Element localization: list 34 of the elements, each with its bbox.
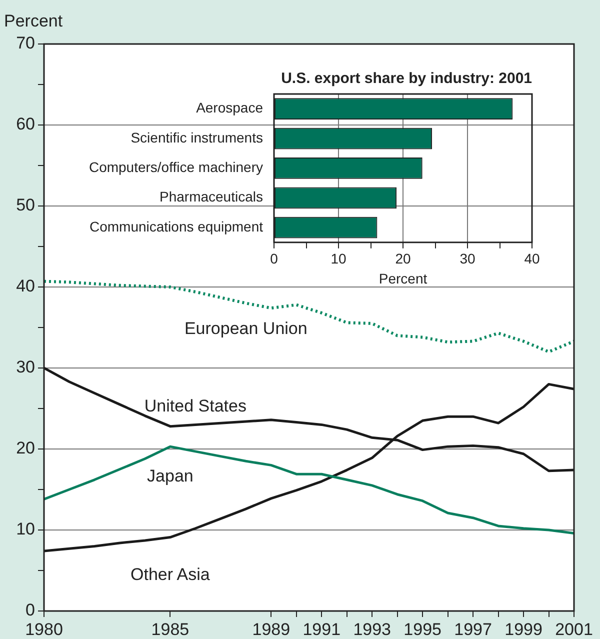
x-tick-label: 2001 [555, 620, 593, 639]
x-tick-label: 20 [395, 250, 411, 267]
y-tick-label: 70 [16, 34, 35, 53]
y-tick-label: 40 [16, 276, 35, 296]
x-tick-label: 40 [524, 250, 540, 267]
y-tick-label: Communications equipment [89, 218, 264, 234]
y-tick-label: Aerospace [196, 100, 264, 116]
y-tick-label: 0 [26, 600, 35, 620]
series-label: United States [144, 396, 246, 416]
y-axis-title: Percent [4, 12, 63, 31]
x-tick-label: 1991 [302, 620, 341, 639]
series-label: Other Asia [130, 564, 210, 584]
y-tick-label: Scientific instruments [130, 129, 263, 146]
x-tick-label: 1999 [504, 620, 542, 639]
series-label: European Union [184, 318, 308, 338]
y-tick-label: 50 [16, 196, 35, 215]
y-tick-label: 60 [16, 114, 35, 134]
x-tick-label: 1995 [404, 620, 442, 639]
y-tick-label: Computers/office machinery [88, 159, 263, 176]
y-tick-label: 10 [16, 520, 35, 539]
x-tick-label: 1993 [353, 620, 392, 639]
x-tick-label: 1989 [252, 620, 290, 639]
x-tick-label: 1997 [454, 620, 492, 639]
y-tick-label: 20 [16, 438, 35, 458]
x-tick-label: 10 [330, 250, 346, 267]
y-tick-label: 30 [16, 358, 35, 377]
x-tick-label: 30 [460, 250, 476, 267]
x-tick-label: 1980 [25, 620, 63, 639]
y-tick-label: Pharmaceuticals [160, 188, 263, 205]
x-tick-label: 1985 [151, 620, 190, 639]
chart-title: U.S. export share by industry: 2001 [281, 70, 532, 88]
series-label: Japan [147, 466, 194, 486]
x-tick-label: 0 [270, 250, 278, 267]
x-axis-title: Percent [378, 270, 428, 286]
